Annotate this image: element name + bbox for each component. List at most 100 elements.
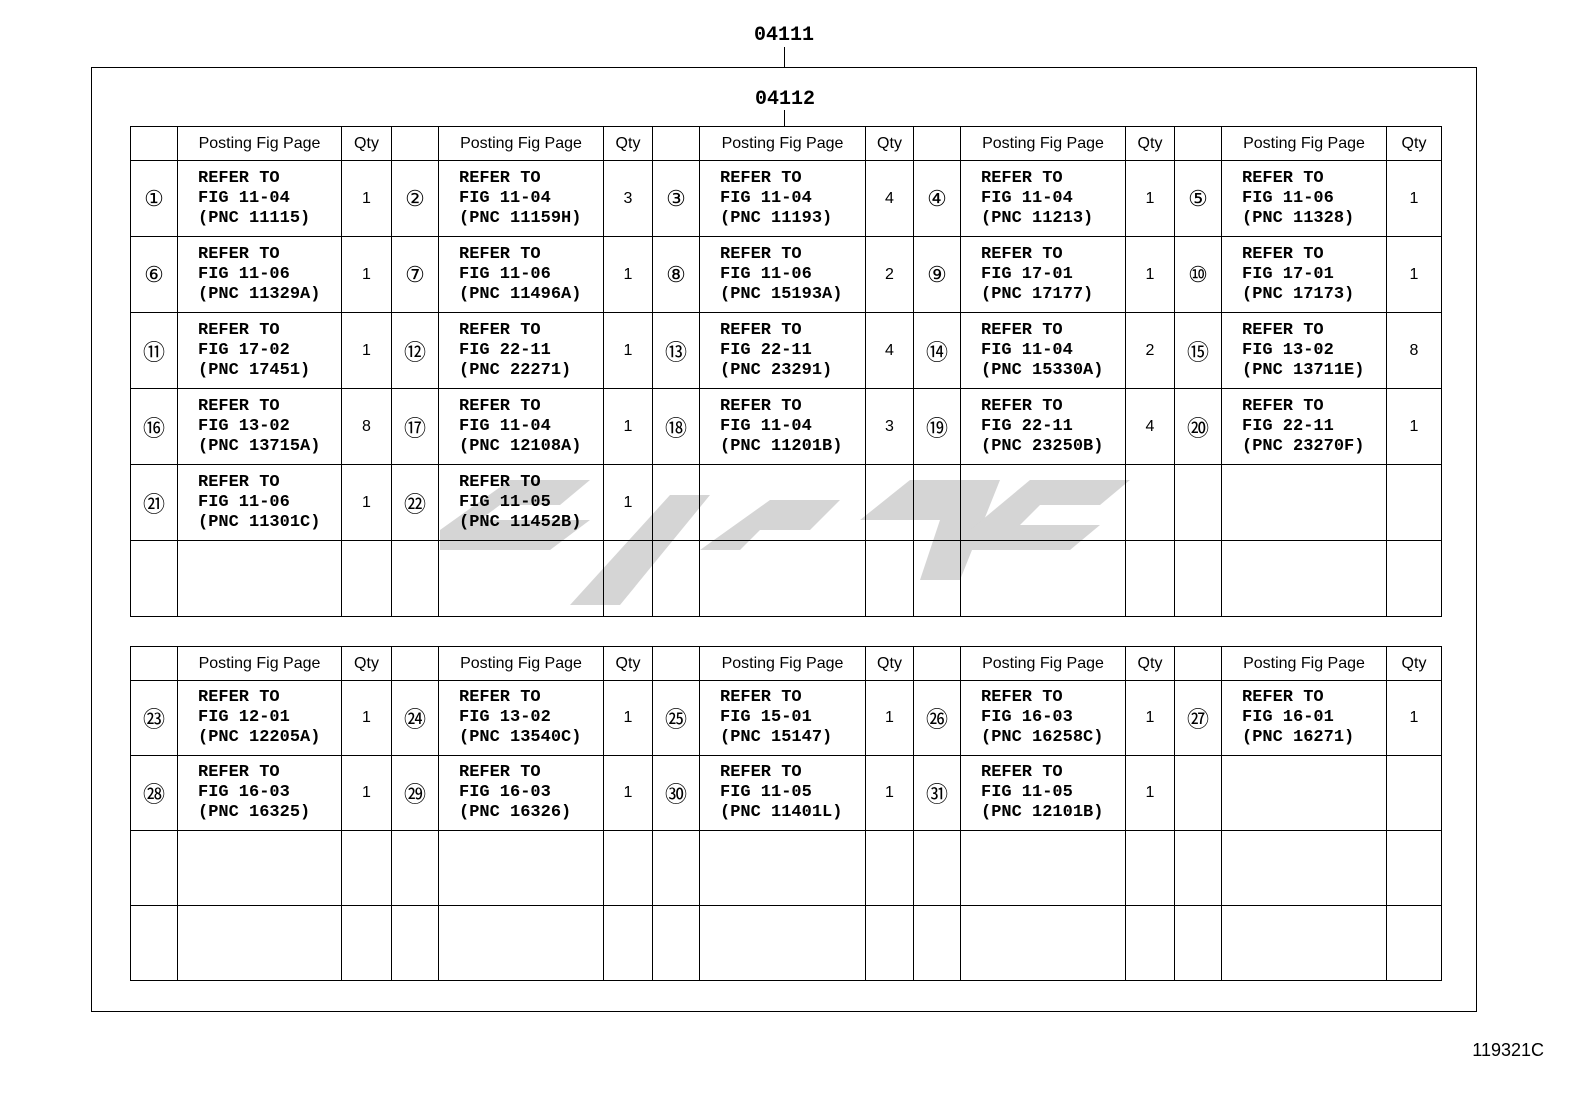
header-qty: Qty [603, 126, 653, 161]
posting-reference: REFER TO FIG 11-05 (PNC 12101B) [960, 755, 1126, 831]
posting-reference: REFER TO FIG 15-01 (PNC 15147) [699, 680, 866, 756]
posting-reference: REFER TO FIG 11-06 (PNC 11301C) [177, 464, 342, 541]
item-number: ㉓ [130, 680, 178, 756]
header-no [130, 646, 178, 681]
quantity [341, 830, 392, 906]
quantity [603, 830, 653, 906]
item-number [1174, 905, 1222, 981]
item-number: ⑭ [913, 312, 961, 389]
header-posting-fig-page: Posting Fig Page [960, 646, 1126, 681]
assembly-frame [91, 67, 1477, 1012]
header-qty: Qty [603, 646, 653, 681]
item-number: ⑫ [391, 312, 439, 389]
posting-reference: REFER TO FIG 17-01 (PNC 17173) [1221, 236, 1387, 313]
quantity [865, 830, 914, 906]
posting-reference: REFER TO FIG 13-02 (PNC 13715A) [177, 388, 342, 465]
item-number: ② [391, 160, 439, 237]
item-number: ⑲ [913, 388, 961, 465]
quantity [341, 540, 392, 617]
quantity [865, 905, 914, 981]
item-number: ⑤ [1174, 160, 1222, 237]
header-qty: Qty [341, 126, 392, 161]
posting-reference [699, 540, 866, 617]
item-number [913, 905, 961, 981]
quantity: 1 [341, 755, 392, 831]
quantity [1386, 540, 1442, 617]
item-number: ⑪ [130, 312, 178, 389]
subassembly-leader-line [784, 110, 785, 126]
posting-reference: REFER TO FIG 11-04 (PNC 11193) [699, 160, 866, 237]
quantity: 1 [1386, 680, 1442, 756]
quantity: 1 [341, 464, 392, 541]
posting-reference: REFER TO FIG 11-05 (PNC 11401L) [699, 755, 866, 831]
item-number: ⑨ [913, 236, 961, 313]
posting-reference: REFER TO FIG 11-04 (PNC 11201B) [699, 388, 866, 465]
item-number: ㉚ [652, 755, 700, 831]
item-number: ④ [913, 160, 961, 237]
table-row [130, 905, 1442, 981]
item-number: ⑧ [652, 236, 700, 313]
item-number [391, 830, 439, 906]
quantity [1386, 905, 1442, 981]
header-qty: Qty [341, 646, 392, 681]
posting-reference [699, 464, 866, 541]
posting-reference: REFER TO FIG 16-03 (PNC 16326) [438, 755, 604, 831]
item-number [652, 905, 700, 981]
quantity: 3 [603, 160, 653, 237]
posting-reference: REFER TO FIG 22-11 (PNC 22271) [438, 312, 604, 389]
item-number: ⑯ [130, 388, 178, 465]
table-row: ㉓ REFER TO FIG 12-01 (PNC 12205A) 1 ㉔ REFER … [130, 680, 1442, 756]
item-number: ㉛ [913, 755, 961, 831]
header-posting-fig-page: Posting Fig Page [177, 126, 342, 161]
item-number [130, 905, 178, 981]
table-row: ⑥ REFER TO FIG 11-06 (PNC 11329A) 1 ⑦ REFER … [130, 236, 1442, 313]
posting-reference: REFER TO FIG 17-02 (PNC 17451) [177, 312, 342, 389]
posting-reference: REFER TO FIG 11-06 (PNC 11496A) [438, 236, 604, 313]
posting-reference: REFER TO FIG 22-11 (PNC 23270F) [1221, 388, 1387, 465]
posting-reference [960, 830, 1126, 906]
quantity: 1 [1125, 160, 1175, 237]
quantity: 1 [1125, 680, 1175, 756]
quantity: 1 [341, 160, 392, 237]
item-number: ㉑ [130, 464, 178, 541]
item-number: ⑬ [652, 312, 700, 389]
quantity: 2 [1125, 312, 1175, 389]
item-number [913, 830, 961, 906]
header-no [913, 646, 961, 681]
quantity: 1 [603, 236, 653, 313]
posting-reference: REFER TO FIG 11-06 (PNC 15193A) [699, 236, 866, 313]
item-number [1174, 464, 1222, 541]
header-posting-fig-page: Posting Fig Page [1221, 126, 1387, 161]
header-no [652, 646, 700, 681]
header-qty: Qty [1125, 126, 1175, 161]
figure-id: 119321C [1472, 1040, 1544, 1060]
posting-reference [177, 830, 342, 906]
item-number: ㉕ [652, 680, 700, 756]
parts-table-lower: Posting Fig Page Qty Posting Fig Page Qty Po… [130, 646, 1442, 981]
posting-reference [438, 905, 604, 981]
quantity: 1 [603, 755, 653, 831]
posting-reference: REFER TO FIG 11-04 (PNC 11213) [960, 160, 1126, 237]
header-no [1174, 646, 1222, 681]
item-number [391, 540, 439, 617]
quantity [865, 540, 914, 617]
quantity: 8 [341, 388, 392, 465]
posting-reference [1221, 905, 1387, 981]
quantity: 4 [1125, 388, 1175, 465]
header-no [391, 646, 439, 681]
header-qty: Qty [1386, 646, 1442, 681]
quantity: 1 [865, 680, 914, 756]
posting-reference [177, 540, 342, 617]
item-number [652, 540, 700, 617]
quantity [1125, 830, 1175, 906]
quantity: 3 [865, 388, 914, 465]
item-number [652, 464, 700, 541]
posting-reference: REFER TO FIG 11-04 (PNC 15330A) [960, 312, 1126, 389]
item-number [1174, 540, 1222, 617]
posting-reference: REFER TO FIG 11-04 (PNC 11115) [177, 160, 342, 237]
assembly-leader-line [784, 47, 785, 67]
header-no [652, 126, 700, 161]
quantity: 4 [865, 160, 914, 237]
header-posting-fig-page: Posting Fig Page [438, 126, 604, 161]
